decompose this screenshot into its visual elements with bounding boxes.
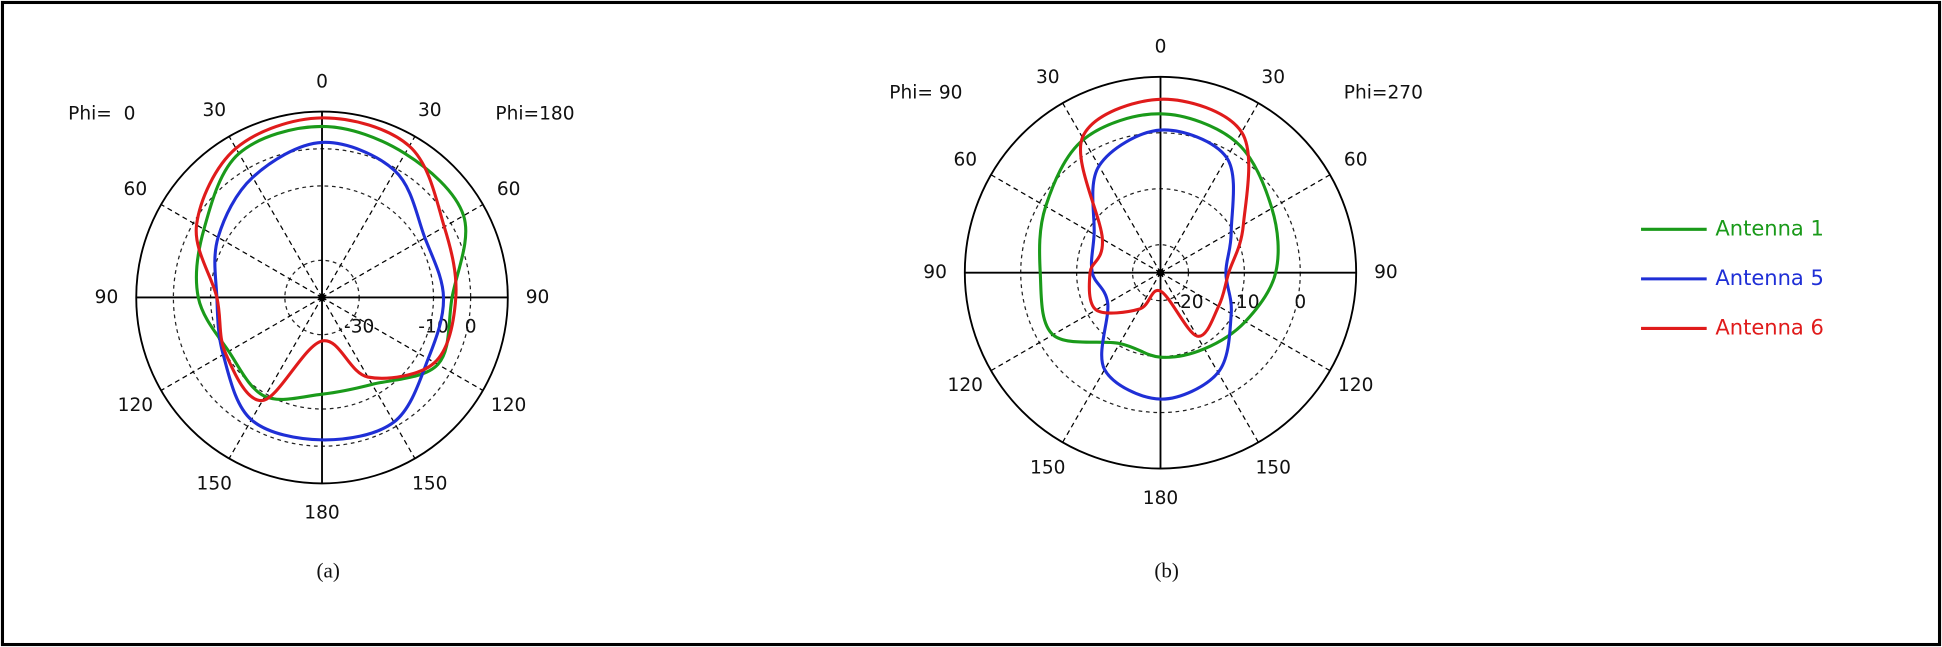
grid-spoke xyxy=(1062,102,1162,273)
pattern-curve xyxy=(194,124,468,401)
grid-spoke xyxy=(321,297,416,459)
grid-spoke xyxy=(1159,102,1259,273)
grid-spoke xyxy=(321,136,416,298)
angle-tick-label: 60 xyxy=(124,179,148,200)
legend-label: Antenna 1 xyxy=(1715,215,1824,240)
grid-spoke xyxy=(990,272,1161,372)
r-tick-label: -10 xyxy=(418,317,448,338)
angle-tick-label: 120 xyxy=(948,375,983,396)
r-tick-label: 0 xyxy=(1294,292,1306,313)
angle-tick-label: 60 xyxy=(497,179,521,200)
angle-tick-label: 120 xyxy=(118,395,153,416)
angle-tick-label: 60 xyxy=(1344,149,1368,170)
pattern-curve xyxy=(1079,97,1251,338)
legend-label: Antenna 5 xyxy=(1715,265,1824,290)
caption: (b) xyxy=(1154,558,1179,582)
angle-tick-label: 150 xyxy=(1255,458,1290,479)
angle-tick-label: 30 xyxy=(202,100,226,121)
pattern-curve xyxy=(1038,112,1280,359)
center-dot xyxy=(318,293,326,302)
angle-tick-label: 150 xyxy=(1030,458,1065,479)
angle-tick-label: 90 xyxy=(923,262,947,283)
angle-tick-label: 90 xyxy=(1374,262,1398,283)
left-label: Phi= 90 xyxy=(889,82,962,103)
grid-spoke xyxy=(1159,272,1259,443)
right-label: Phi=270 xyxy=(1344,82,1423,103)
grid-spoke xyxy=(1160,174,1331,274)
angle-tick-label: 30 xyxy=(418,100,442,121)
grid-spoke xyxy=(160,296,323,391)
angle-tick-label: 150 xyxy=(412,474,447,495)
grid-spoke xyxy=(1062,272,1162,443)
angle-tick-label: 60 xyxy=(953,149,977,170)
angle-tick-label: 120 xyxy=(1338,375,1373,396)
caption: (a) xyxy=(317,558,340,582)
angle-tick-label: 150 xyxy=(197,474,232,495)
angle-tick-label: 90 xyxy=(95,287,119,308)
pattern-curve xyxy=(1089,128,1236,401)
angle-tick-label: 120 xyxy=(491,395,526,416)
r-tick-label: -10 xyxy=(1229,292,1259,313)
r-tick-label: -20 xyxy=(1173,292,1203,313)
grid-spoke xyxy=(321,203,484,299)
r-tick-label: 0 xyxy=(465,317,477,338)
left-label: Phi= 0 xyxy=(68,104,135,125)
grid-spoke xyxy=(228,297,323,459)
pattern-curve xyxy=(213,140,446,442)
angle-tick-label: 30 xyxy=(1261,67,1285,88)
angle-tick-label: 30 xyxy=(1036,67,1060,88)
angle-tick-label: 180 xyxy=(1143,488,1178,509)
center-dot xyxy=(1156,268,1165,277)
right-label: Phi=180 xyxy=(495,104,574,125)
r-tick-label: -30 xyxy=(344,317,374,338)
angle-tick-label: 180 xyxy=(304,503,339,524)
grid-spoke xyxy=(990,174,1161,274)
angle-tick-label: 0 xyxy=(1155,37,1167,58)
angle-tick-label: 90 xyxy=(526,287,550,308)
grid-spoke xyxy=(160,203,323,299)
angle-tick-label: 0 xyxy=(316,71,328,92)
pattern-curve xyxy=(194,116,458,403)
legend-label: Antenna 6 xyxy=(1715,314,1824,339)
